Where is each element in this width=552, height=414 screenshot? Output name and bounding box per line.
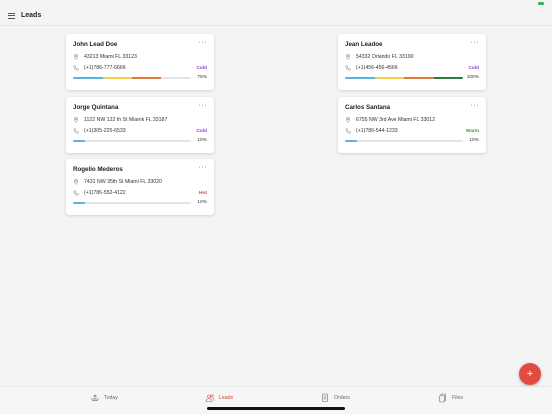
phone-icon (73, 65, 79, 71)
lead-progress-percent: 10% (197, 138, 207, 143)
more-options-icon[interactable]: ··· (470, 39, 479, 46)
more-options-icon[interactable]: ··· (198, 102, 207, 109)
lead-card[interactable]: John Lead Doe ··· 43213 Miami FL 33123 (… (66, 34, 214, 90)
lead-progress-bar (345, 77, 463, 79)
home-indicator (207, 407, 345, 410)
lead-progress-percent: 100% (466, 75, 479, 80)
lead-card[interactable]: Jean Leadoe ··· 54332 Orlando FL 33190 (… (338, 34, 486, 90)
lead-phone-row[interactable]: (+1)305-225-6533 (73, 128, 126, 134)
today-icon (91, 394, 99, 401)
progress-segment (132, 77, 161, 79)
lead-status: Hot (199, 191, 207, 196)
lead-phone: (+1)305-225-6533 (84, 128, 126, 134)
lead-name: Rogelio Mederos (73, 166, 123, 173)
lead-address: 43213 Miami FL 33123 (84, 54, 137, 60)
lead-name: Jean Leadoe (345, 41, 383, 48)
lead-phone-row[interactable]: (+1)456-456-4566 (345, 65, 398, 71)
lead-card[interactable]: Carlos Santana ··· 6755 NW 3rd Ave Miami… (338, 97, 486, 153)
lead-progress-percent: 10% (197, 200, 207, 205)
lead-address-row: 6755 NW 3rd Ave Miami FL 33012 (345, 117, 435, 123)
lead-address: 7431 NW 35th St Miami FL 33020 (84, 179, 162, 185)
status-bar (0, 0, 552, 8)
status-indicators (538, 2, 544, 5)
lead-address-row: 1122 NW 122 th St Miamk FL 33187 (73, 117, 167, 123)
tab-leads-label: Leads (219, 395, 234, 401)
location-pin-icon (73, 117, 79, 123)
leads-icon (205, 394, 215, 402)
tab-files-label: Files (452, 395, 463, 401)
lead-address-row: 43213 Miami FL 33123 (73, 54, 137, 60)
lead-card[interactable]: Rogelio Mederos ··· 7431 NW 35th St Miam… (66, 159, 214, 215)
lead-address-row: 54332 Orlando FL 33190 (345, 54, 414, 60)
lead-name: John Lead Doe (73, 41, 118, 48)
lead-progress-bar (345, 140, 463, 142)
phone-icon (73, 190, 79, 196)
progress-segment (345, 140, 357, 142)
phone-icon (73, 128, 79, 134)
lead-address: 1122 NW 122 th St Miamk FL 33187 (84, 117, 168, 123)
tab-files[interactable]: Files (438, 393, 463, 403)
location-pin-icon (345, 117, 351, 123)
progress-segment (73, 140, 85, 142)
lead-card[interactable]: Jorge Quintana ··· 1122 NW 122 th St Mia… (66, 97, 214, 153)
phone-icon (345, 65, 351, 71)
lead-status: Cold (196, 129, 207, 134)
lead-phone-row[interactable]: (+1)786-544-1233 (345, 128, 398, 134)
lead-phone: (+1)786-777-6666 (84, 65, 126, 71)
menu-icon[interactable] (8, 12, 15, 19)
progress-segment (103, 77, 132, 79)
orders-icon (322, 393, 328, 402)
lead-status: Cold (196, 66, 207, 71)
lead-progress-percent: 10% (469, 138, 479, 143)
lead-address: 54332 Orlando FL 33190 (356, 54, 414, 60)
more-options-icon[interactable]: ··· (198, 39, 207, 46)
battery-icon (538, 2, 544, 5)
lead-progress-bar (73, 140, 191, 142)
lead-progress-percent: 75% (197, 75, 207, 80)
phone-icon (345, 128, 351, 134)
tab-leads[interactable]: Leads (205, 393, 233, 403)
lead-phone: (+1)456-456-4566 (356, 65, 398, 71)
more-options-icon[interactable]: ··· (470, 102, 479, 109)
progress-segment (73, 202, 85, 204)
progress-segment (434, 77, 463, 79)
lead-progress-bar (73, 77, 191, 79)
app-header: Leads (0, 6, 552, 26)
lead-phone: (+1)786-552-4122 (84, 190, 126, 196)
lead-status: Cold (468, 66, 479, 71)
lead-name: Carlos Santana (345, 104, 391, 111)
location-pin-icon (73, 54, 79, 60)
lead-name: Jorge Quintana (73, 104, 119, 111)
more-options-icon[interactable]: ··· (198, 164, 207, 171)
lead-progress-bar (73, 202, 191, 204)
tab-orders-label: Orders (334, 395, 350, 401)
tab-today-label: Today (104, 395, 118, 401)
progress-segment (375, 77, 404, 79)
lead-status: Warm (465, 129, 479, 134)
progress-segment (73, 77, 103, 79)
tab-orders[interactable]: Orders (320, 393, 350, 403)
location-pin-icon (73, 179, 79, 185)
lead-address-row: 7431 NW 35th St Miami FL 33020 (73, 179, 162, 185)
lead-address: 6755 NW 3rd Ave Miami FL 33012 (356, 117, 436, 123)
progress-segment (345, 77, 375, 79)
lead-phone-row[interactable]: (+1)786-777-6666 (73, 65, 126, 71)
files-icon (439, 393, 446, 403)
progress-segment (404, 77, 434, 79)
tab-today[interactable]: Today (90, 393, 118, 403)
lead-phone: (+1)786-544-1233 (356, 128, 398, 134)
location-pin-icon (345, 54, 351, 60)
lead-phone-row[interactable]: (+1)786-552-4122 (73, 190, 126, 196)
page-title: Leads (21, 12, 42, 19)
add-lead-button[interactable]: + (519, 363, 541, 385)
